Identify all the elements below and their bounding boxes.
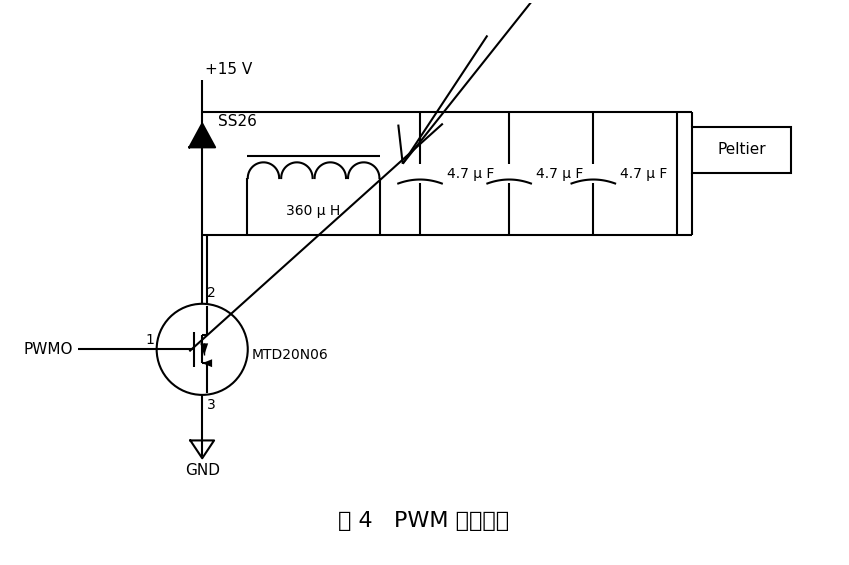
Text: 4.7 μ F: 4.7 μ F <box>620 167 667 181</box>
Text: 3: 3 <box>207 398 216 412</box>
Text: PWMO: PWMO <box>24 342 74 357</box>
Text: 图 4   PWM 积分电路: 图 4 PWM 积分电路 <box>339 511 509 531</box>
Polygon shape <box>200 344 208 355</box>
Text: 4.7 μ F: 4.7 μ F <box>447 167 494 181</box>
Bar <box>692 127 791 173</box>
Text: Peltier: Peltier <box>717 142 766 157</box>
Text: 4.7 μ F: 4.7 μ F <box>536 167 583 181</box>
Text: +15 V: +15 V <box>205 62 252 77</box>
Text: 360 μ H: 360 μ H <box>286 203 340 218</box>
Text: 2: 2 <box>207 286 216 300</box>
Text: MTD20N06: MTD20N06 <box>251 348 329 362</box>
Text: SS26: SS26 <box>218 114 257 129</box>
Text: 1: 1 <box>146 333 155 347</box>
Polygon shape <box>202 359 212 367</box>
Text: GND: GND <box>185 463 220 478</box>
Polygon shape <box>189 124 215 147</box>
